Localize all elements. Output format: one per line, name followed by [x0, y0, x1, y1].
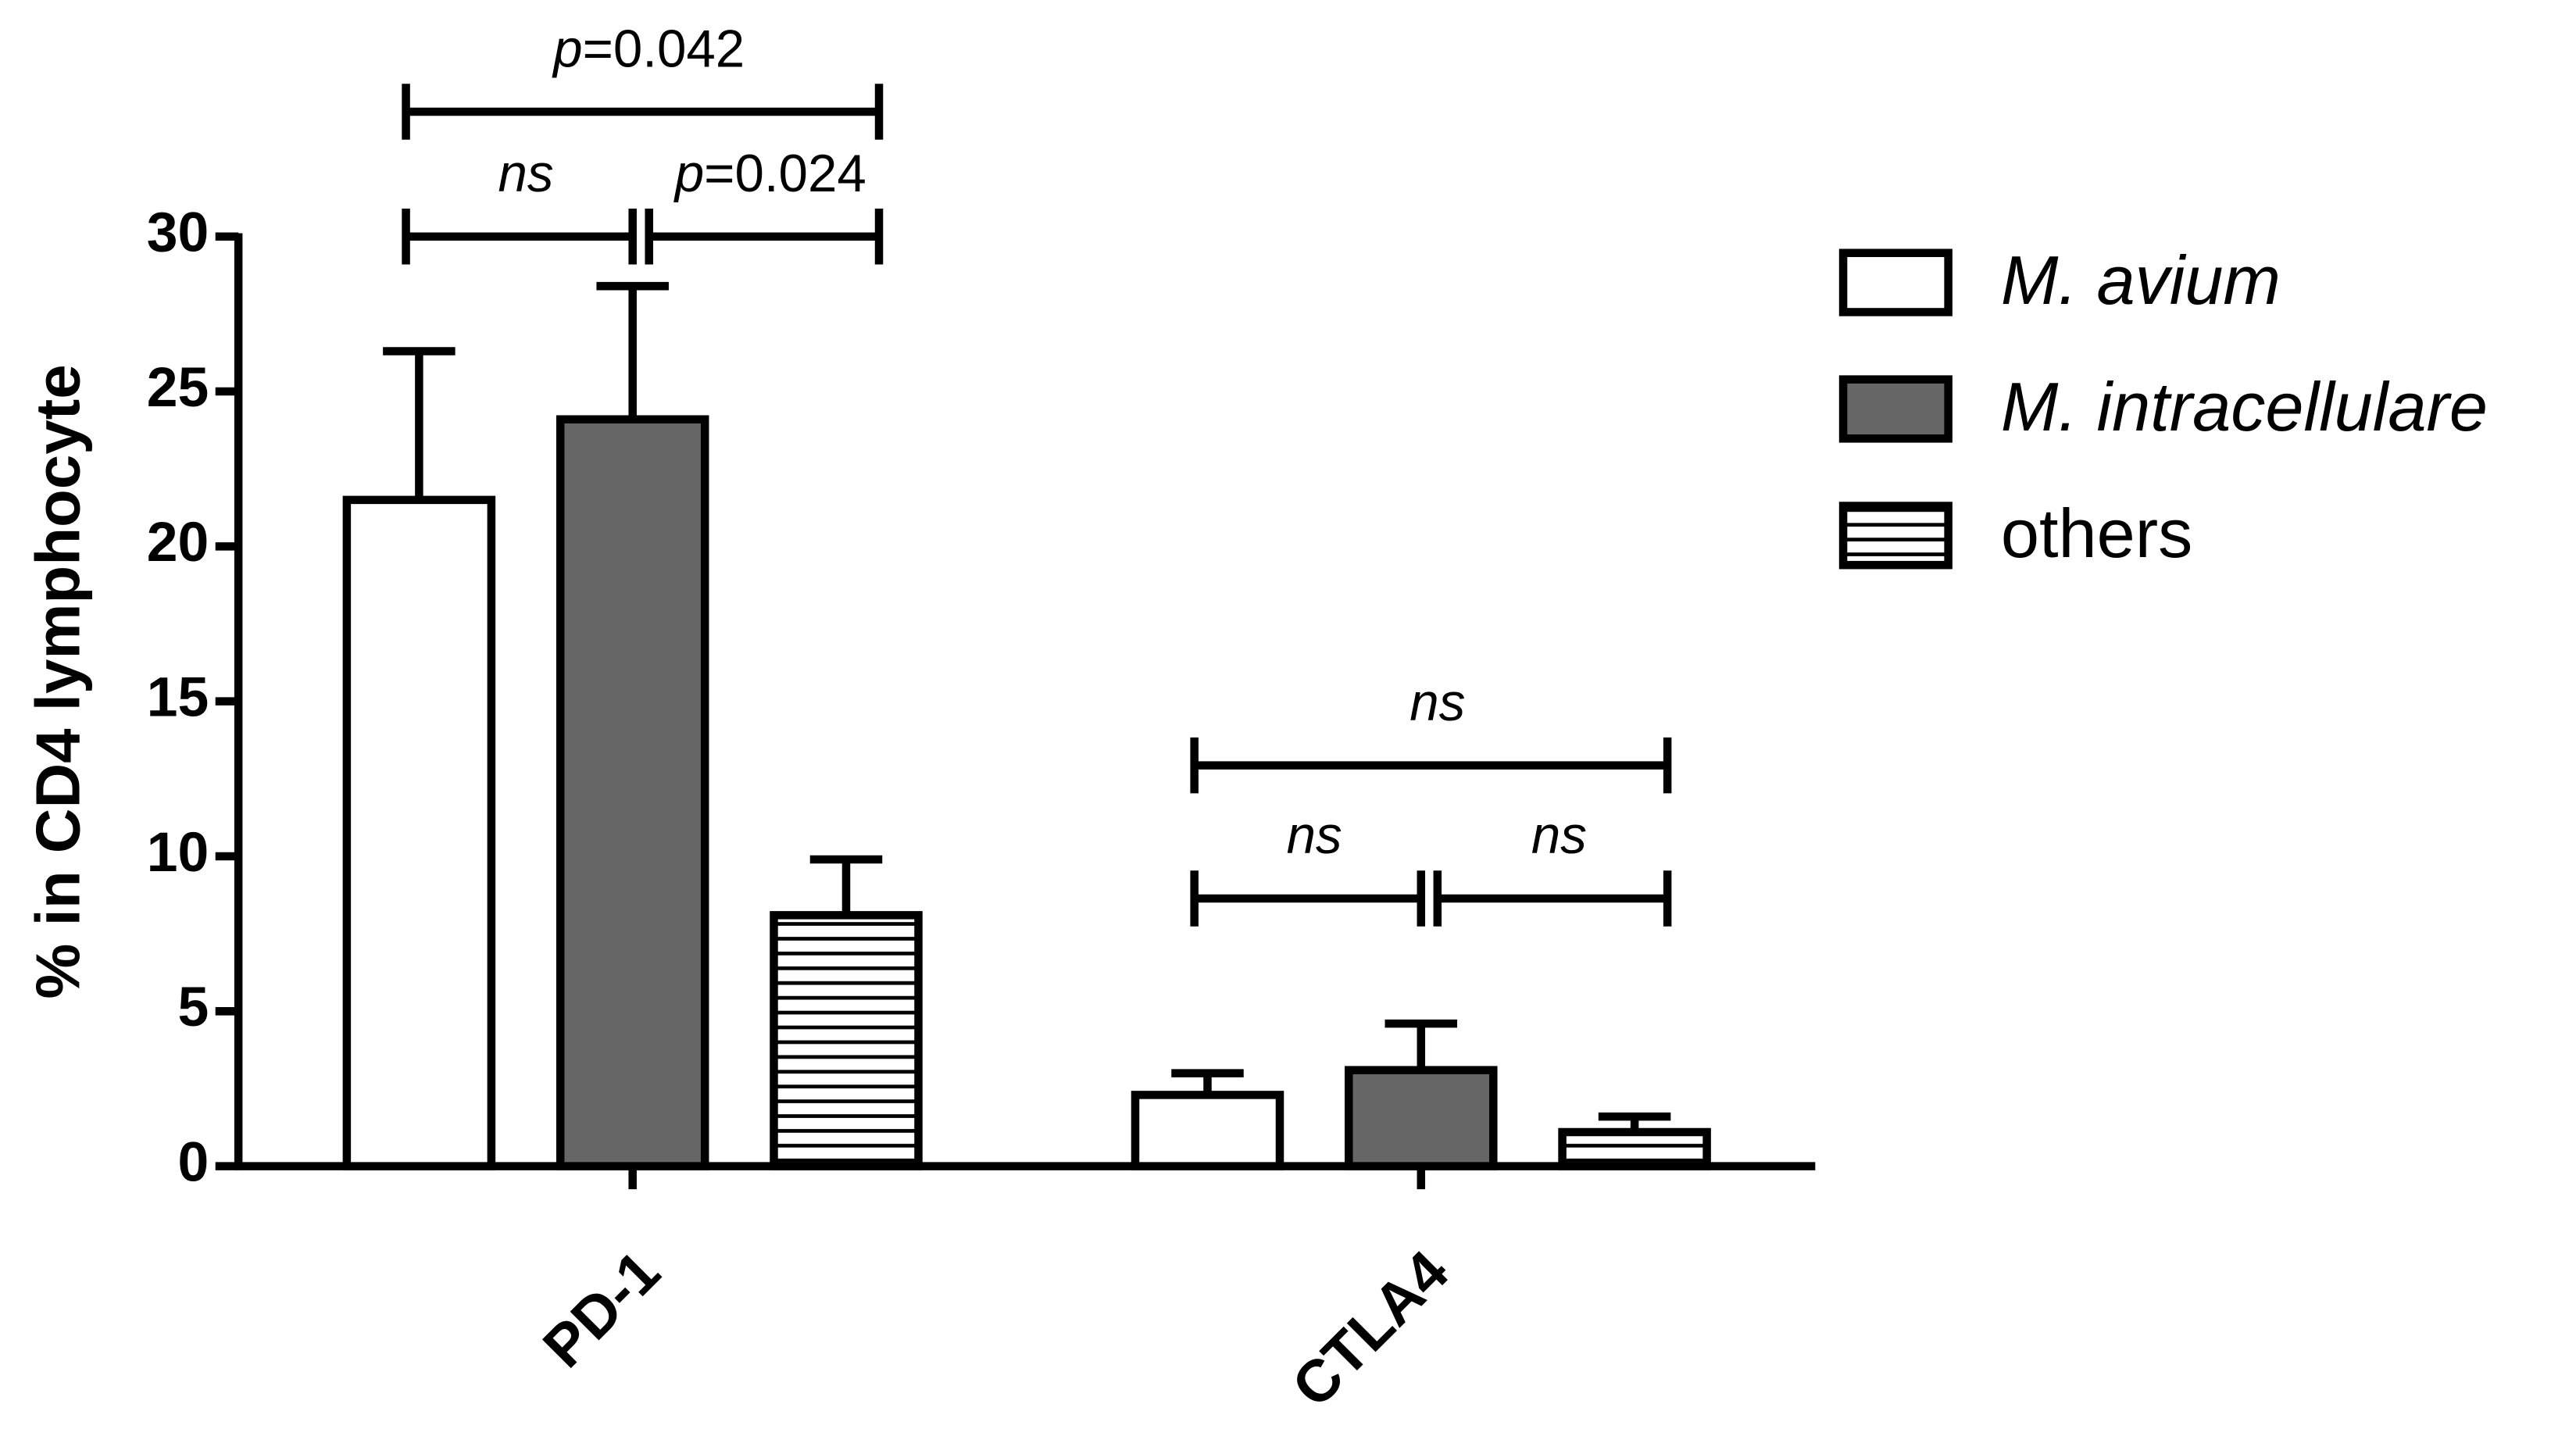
y-tick-label: 5	[178, 976, 209, 1038]
legend-swatch	[1838, 502, 1953, 570]
x-tick-label: CTLA4	[1280, 1238, 1462, 1420]
significance-label: ns	[498, 145, 554, 203]
y-tick-label: 25	[147, 356, 209, 419]
bar	[770, 911, 923, 1170]
significance-label: p=0.024	[673, 145, 866, 203]
y-tick-label: 0	[178, 1131, 209, 1194]
y-tick-label: 30	[147, 202, 209, 264]
significance-label: ns	[1409, 673, 1465, 732]
y-axis-label: % in CD4 lymphocyte	[23, 364, 92, 999]
bar	[556, 415, 709, 1170]
bar	[1345, 1066, 1498, 1170]
bar	[342, 495, 496, 1170]
legend-label: M. avium	[2001, 241, 2281, 319]
y-tick-label: 20	[147, 511, 209, 573]
significance-label: ns	[1531, 806, 1587, 865]
legend-swatch	[1838, 248, 1953, 316]
bar	[1131, 1091, 1284, 1170]
significance-label: ns	[1287, 806, 1342, 865]
y-tick-label: 15	[147, 666, 209, 729]
x-tick-label: PD-1	[531, 1238, 673, 1381]
legend-label: others	[2001, 495, 2192, 572]
bar	[1558, 1127, 1711, 1170]
significance-label: p=0.042	[552, 20, 745, 78]
legend-label: M. intracellulare	[2001, 368, 2488, 445]
legend-swatch	[1838, 375, 1953, 443]
y-tick-label: 10	[147, 821, 209, 884]
